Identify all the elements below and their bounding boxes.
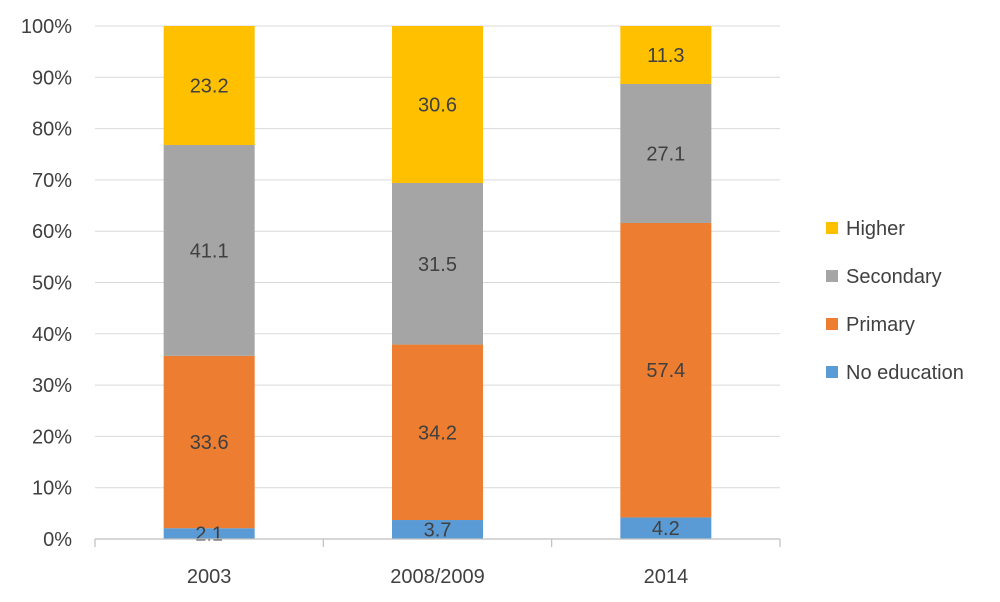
legend-swatch [826, 318, 838, 330]
bar-segment-primary [163, 355, 255, 529]
legend-swatch [826, 270, 838, 282]
bar-segment-no-education [620, 517, 712, 539]
bar-segment-higher [620, 26, 712, 84]
bar-segment-higher [163, 26, 255, 146]
y-tick-label: 10% [32, 478, 72, 500]
x-category-label: 2003 [187, 566, 232, 588]
data-label: 27.1 [646, 143, 685, 165]
bar-segment-secondary [392, 182, 483, 345]
data-label: 2.1 [195, 524, 223, 546]
y-tick-label: 30% [32, 375, 72, 397]
y-tick-label: 90% [32, 67, 72, 89]
y-tick-label: 0% [43, 529, 72, 551]
bar-segment-higher [392, 26, 483, 183]
bar-segment-no-education [163, 528, 255, 539]
bar-segment-secondary [620, 83, 712, 223]
data-label: 23.2 [190, 76, 229, 98]
data-label: 30.6 [418, 94, 457, 116]
y-tick-label: 40% [32, 324, 72, 346]
y-tick-label: 20% [32, 426, 72, 448]
legend-swatch [826, 222, 838, 234]
legend-swatch [826, 366, 838, 378]
bar-segment-primary [392, 344, 483, 521]
legend: Higher Secondary Primary No education [826, 218, 964, 384]
y-tick-label: 80% [32, 119, 72, 141]
legend-label: Higher [846, 218, 905, 240]
data-labels: 2.1 33.6 41.1 23.2 3.7 34.2 31.5 30.6 4.2 57.4 27.… [190, 45, 686, 546]
y-tick-label: 50% [32, 273, 72, 295]
x-category-label: 2008/2009 [390, 566, 485, 588]
legend-label: No education [846, 362, 964, 384]
bar-segment-primary [620, 222, 712, 518]
bar-segment-no-education [392, 520, 483, 539]
data-label: 11.3 [647, 45, 684, 67]
x-category-label: 2014 [644, 566, 689, 588]
data-label: 31.5 [418, 254, 457, 276]
bars [163, 26, 712, 539]
data-label: 3.7 [424, 520, 452, 542]
data-label: 4.2 [652, 518, 680, 540]
axes: 0% 10% 20% 30% 40% 50% 60% 70% 80% 90% 100% 2003 200… [21, 16, 781, 588]
legend-label: Primary [846, 314, 915, 336]
legend-label: Secondary [846, 266, 942, 288]
data-label: 34.2 [418, 422, 457, 444]
y-tick-label: 60% [32, 221, 72, 243]
data-label: 41.1 [190, 240, 229, 262]
bar-segment-secondary [163, 145, 255, 356]
data-label: 57.4 [646, 360, 685, 382]
data-label: 33.6 [190, 432, 229, 454]
y-tick-label: 70% [32, 170, 72, 192]
y-tick-label: 100% [21, 16, 72, 38]
